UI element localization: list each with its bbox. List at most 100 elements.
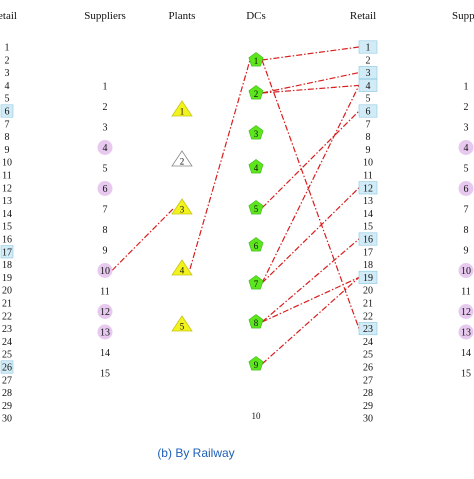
retail-node-13[interactable]: 13 [363, 196, 373, 207]
retail-node-19[interactable]: 19 [358, 270, 378, 284]
supplier-right-node-5[interactable]: 5 [464, 164, 469, 175]
retail-node-22[interactable]: 22 [363, 311, 373, 322]
left-retail-node-13[interactable]: 13 [2, 196, 12, 207]
supplier-node-13[interactable]: 13 [97, 324, 113, 340]
left-retail-node-16[interactable]: 16 [2, 235, 12, 246]
retail-node-2[interactable]: 2 [366, 55, 371, 66]
left-retail-node-6[interactable]: 6 [0, 104, 14, 118]
left-retail-node-29[interactable]: 29 [2, 401, 12, 412]
retail-node-9[interactable]: 9 [366, 145, 371, 156]
supplier-node-10[interactable]: 10 [97, 263, 113, 278]
left-retail-node-27[interactable]: 27 [2, 375, 12, 386]
supplier-right-node-3[interactable]: 3 [464, 123, 469, 134]
retail-node-25[interactable]: 25 [363, 350, 373, 361]
left-retail-node-17[interactable]: 17 [0, 245, 14, 259]
retail-node-29[interactable]: 29 [363, 401, 373, 412]
retail-node-4[interactable]: 4 [358, 78, 378, 92]
retail-node-6[interactable]: 6 [358, 104, 378, 118]
left-retail-node-8[interactable]: 8 [5, 132, 10, 143]
plant-node-5[interactable]: 5 [171, 315, 193, 332]
supplier-node-3[interactable]: 3 [103, 123, 108, 134]
retail-node-3[interactable]: 3 [358, 66, 378, 80]
retail-node-16[interactable]: 16 [358, 232, 378, 246]
retail-node-8[interactable]: 8 [366, 132, 371, 143]
left-retail-node-14[interactable]: 14 [2, 209, 12, 220]
plant-node-1[interactable]: 1 [171, 100, 193, 117]
plant-node-4[interactable]: 4 [171, 259, 193, 276]
plant-node-3[interactable]: 3 [171, 198, 193, 215]
left-retail-node-11[interactable]: 11 [2, 171, 12, 182]
supplier-node-15[interactable]: 15 [100, 369, 110, 380]
supplier-node-4[interactable]: 4 [97, 140, 113, 155]
dc-node-4[interactable]: 4 [248, 159, 264, 174]
supplier-right-node-10[interactable]: 10 [458, 263, 474, 278]
dc-node-1[interactable]: 1 [248, 52, 264, 67]
left-retail-node-21[interactable]: 21 [2, 299, 12, 310]
left-retail-node-24[interactable]: 24 [2, 337, 12, 348]
retail-node-11[interactable]: 11 [363, 171, 373, 182]
dc-node-6[interactable]: 6 [248, 237, 264, 252]
retail-node-27[interactable]: 27 [363, 375, 373, 386]
retail-node-12[interactable]: 12 [358, 181, 378, 195]
supplier-node-9[interactable]: 9 [103, 246, 108, 257]
left-retail-node-2[interactable]: 2 [5, 55, 10, 66]
supplier-right-node-8[interactable]: 8 [464, 225, 469, 236]
supplier-node-1[interactable]: 1 [103, 82, 108, 93]
supplier-node-8[interactable]: 8 [103, 225, 108, 236]
supplier-right-node-11[interactable]: 11 [461, 287, 471, 298]
supplier-right-node-9[interactable]: 9 [464, 246, 469, 257]
left-retail-node-15[interactable]: 15 [2, 222, 12, 233]
dc-node-10[interactable]: 10 [252, 411, 262, 421]
left-retail-node-22[interactable]: 22 [2, 311, 12, 322]
supplier-node-12[interactable]: 12 [97, 304, 113, 319]
supplier-node-5[interactable]: 5 [103, 164, 108, 175]
retail-node-18[interactable]: 18 [363, 260, 373, 271]
retail-node-21[interactable]: 21 [363, 299, 373, 310]
supplier-right-node-7[interactable]: 7 [464, 205, 469, 216]
supplier-right-node-6[interactable]: 6 [458, 181, 474, 196]
retail-node-7[interactable]: 7 [366, 119, 371, 130]
left-retail-node-10[interactable]: 10 [2, 158, 12, 169]
supplier-right-node-2[interactable]: 2 [464, 102, 469, 113]
retail-node-14[interactable]: 14 [363, 209, 373, 220]
supplier-right-node-1[interactable]: 1 [464, 82, 469, 93]
retail-node-5[interactable]: 5 [366, 94, 371, 105]
supplier-node-11[interactable]: 11 [100, 287, 110, 298]
supplier-right-node-13[interactable]: 13 [458, 324, 474, 340]
supplier-right-node-15[interactable]: 15 [461, 369, 471, 380]
left-retail-node-1[interactable]: 1 [5, 43, 10, 54]
retail-node-30[interactable]: 30 [363, 414, 373, 425]
supplier-right-node-14[interactable]: 14 [461, 348, 471, 359]
supplier-node-14[interactable]: 14 [100, 348, 110, 359]
dc-node-3[interactable]: 3 [248, 125, 264, 140]
left-retail-node-3[interactable]: 3 [5, 68, 10, 79]
left-retail-node-30[interactable]: 30 [2, 414, 12, 425]
supplier-right-node-4[interactable]: 4 [458, 140, 474, 155]
retail-node-15[interactable]: 15 [363, 222, 373, 233]
retail-node-17[interactable]: 17 [363, 247, 373, 258]
left-retail-node-23[interactable]: 23 [2, 324, 12, 335]
left-retail-node-19[interactable]: 19 [2, 273, 12, 284]
retail-node-1[interactable]: 1 [358, 40, 378, 54]
supplier-node-6[interactable]: 6 [97, 181, 113, 196]
left-retail-node-28[interactable]: 28 [2, 388, 12, 399]
plant-node-2[interactable]: 2 [171, 150, 193, 167]
left-retail-node-12[interactable]: 12 [2, 183, 12, 194]
dc-node-8[interactable]: 8 [248, 314, 264, 329]
left-retail-node-18[interactable]: 18 [2, 260, 12, 271]
retail-node-28[interactable]: 28 [363, 388, 373, 399]
left-retail-node-4[interactable]: 4 [5, 81, 10, 92]
left-retail-node-20[interactable]: 20 [2, 286, 12, 297]
supplier-right-node-12[interactable]: 12 [458, 304, 474, 319]
left-retail-node-25[interactable]: 25 [2, 350, 12, 361]
supplier-node-2[interactable]: 2 [103, 102, 108, 113]
retail-node-20[interactable]: 20 [363, 286, 373, 297]
supplier-node-7[interactable]: 7 [103, 205, 108, 216]
dc-node-2[interactable]: 2 [248, 85, 264, 100]
left-retail-node-9[interactable]: 9 [5, 145, 10, 156]
left-retail-node-5[interactable]: 5 [5, 94, 10, 105]
retail-node-26[interactable]: 26 [363, 363, 373, 374]
dc-node-5[interactable]: 5 [248, 200, 264, 215]
retail-node-24[interactable]: 24 [363, 337, 373, 348]
left-retail-node-7[interactable]: 7 [5, 119, 10, 130]
